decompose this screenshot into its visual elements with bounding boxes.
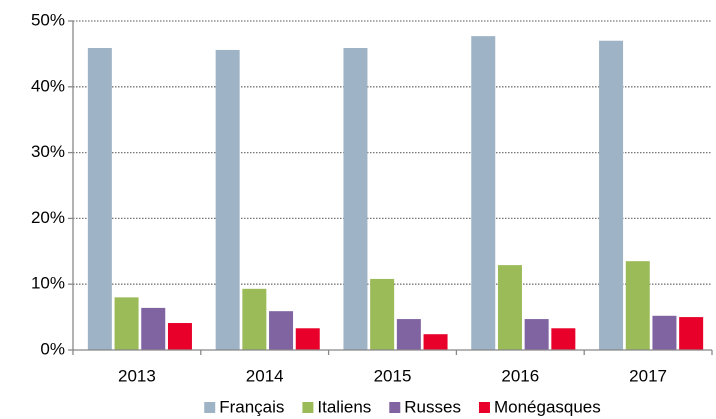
bar bbox=[295, 328, 320, 350]
bar bbox=[423, 334, 448, 350]
x-tick-label: 2016 bbox=[501, 366, 539, 385]
bar bbox=[87, 47, 112, 351]
x-tick-label: 2014 bbox=[246, 366, 284, 385]
legend-label: Monégasques bbox=[494, 397, 601, 416]
bar bbox=[370, 278, 395, 350]
bar bbox=[141, 307, 166, 350]
y-tick-label: 50% bbox=[31, 10, 65, 29]
legend-swatch bbox=[478, 402, 490, 413]
bar bbox=[242, 288, 267, 350]
x-tick-label: 2013 bbox=[118, 366, 156, 385]
x-tick-label: 2015 bbox=[374, 366, 412, 385]
y-tick-label: 40% bbox=[31, 76, 65, 95]
x-tick-label: 2017 bbox=[629, 366, 667, 385]
legend-label: Français bbox=[219, 397, 284, 416]
bar bbox=[114, 297, 139, 350]
bar bbox=[679, 317, 704, 350]
y-tick-label: 10% bbox=[31, 274, 65, 293]
bar bbox=[471, 36, 496, 350]
legend-swatch bbox=[302, 402, 314, 413]
bar bbox=[269, 311, 294, 350]
bar bbox=[652, 315, 677, 350]
bar bbox=[215, 49, 240, 351]
y-tick-label: 20% bbox=[31, 208, 65, 227]
y-tick-label: 30% bbox=[31, 142, 65, 161]
bar bbox=[497, 265, 522, 350]
legend-swatch bbox=[204, 402, 216, 413]
bar bbox=[167, 323, 192, 350]
bar bbox=[396, 319, 421, 350]
legend-swatch bbox=[389, 402, 401, 413]
bar bbox=[343, 47, 368, 351]
legend-label: Italiens bbox=[317, 397, 371, 416]
bar bbox=[599, 40, 624, 351]
legend-label: Russes bbox=[404, 397, 461, 416]
bar bbox=[551, 328, 576, 350]
bar bbox=[524, 319, 549, 350]
y-tick-label: 0% bbox=[40, 339, 65, 358]
bar bbox=[625, 261, 650, 350]
